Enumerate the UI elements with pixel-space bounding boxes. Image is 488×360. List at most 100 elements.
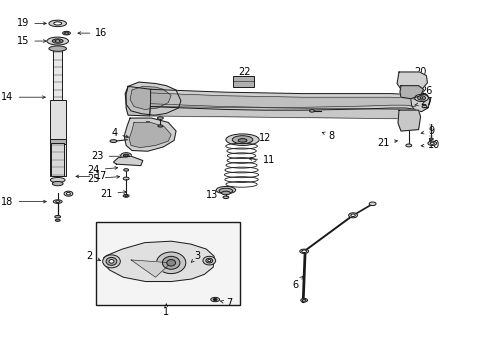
- Ellipse shape: [123, 154, 129, 157]
- Ellipse shape: [232, 136, 252, 144]
- Text: 6: 6: [291, 276, 302, 290]
- Ellipse shape: [219, 188, 232, 193]
- Ellipse shape: [427, 141, 436, 145]
- Ellipse shape: [210, 297, 219, 302]
- Polygon shape: [129, 122, 171, 148]
- Ellipse shape: [121, 153, 131, 158]
- Bar: [53, 49, 62, 100]
- Text: 2: 2: [86, 251, 100, 261]
- Ellipse shape: [216, 186, 235, 194]
- Ellipse shape: [221, 191, 230, 195]
- Ellipse shape: [109, 260, 114, 263]
- Ellipse shape: [110, 140, 117, 143]
- Text: 15: 15: [17, 36, 46, 46]
- Ellipse shape: [156, 252, 185, 274]
- Ellipse shape: [429, 142, 433, 144]
- Ellipse shape: [225, 134, 259, 145]
- Polygon shape: [130, 86, 171, 109]
- Text: 21: 21: [376, 138, 397, 148]
- Bar: [232, 76, 254, 87]
- Polygon shape: [399, 86, 423, 99]
- Ellipse shape: [299, 249, 308, 253]
- Ellipse shape: [350, 214, 354, 216]
- Text: 26: 26: [414, 86, 432, 96]
- Text: 4: 4: [111, 128, 128, 138]
- Ellipse shape: [368, 202, 375, 206]
- Bar: [51, 143, 64, 176]
- Ellipse shape: [223, 196, 228, 198]
- Polygon shape: [397, 110, 420, 131]
- Ellipse shape: [405, 144, 411, 147]
- Ellipse shape: [309, 109, 314, 112]
- Text: 20: 20: [410, 67, 426, 77]
- Polygon shape: [113, 156, 142, 166]
- Ellipse shape: [417, 96, 425, 100]
- Ellipse shape: [203, 256, 215, 265]
- Ellipse shape: [214, 299, 216, 300]
- Ellipse shape: [52, 181, 63, 186]
- Ellipse shape: [55, 215, 61, 218]
- Ellipse shape: [124, 195, 127, 197]
- Ellipse shape: [47, 37, 68, 45]
- Ellipse shape: [55, 219, 60, 221]
- Ellipse shape: [421, 105, 426, 108]
- Ellipse shape: [64, 191, 73, 196]
- Ellipse shape: [301, 250, 306, 253]
- Ellipse shape: [53, 200, 62, 203]
- Text: 8: 8: [322, 131, 334, 141]
- Text: 22: 22: [238, 67, 250, 80]
- Polygon shape: [396, 72, 427, 91]
- Ellipse shape: [55, 40, 60, 42]
- Ellipse shape: [123, 168, 128, 171]
- Polygon shape: [410, 93, 429, 112]
- Text: 10: 10: [420, 140, 440, 150]
- Text: 23: 23: [91, 151, 122, 161]
- Polygon shape: [149, 107, 415, 119]
- Ellipse shape: [52, 39, 63, 43]
- Ellipse shape: [123, 177, 129, 180]
- Ellipse shape: [54, 22, 61, 25]
- Ellipse shape: [66, 192, 70, 195]
- Text: 27: 27: [414, 97, 432, 107]
- Ellipse shape: [207, 260, 210, 262]
- Text: 18: 18: [1, 197, 46, 207]
- Text: 7: 7: [220, 298, 232, 308]
- Ellipse shape: [162, 256, 180, 269]
- Ellipse shape: [414, 94, 427, 102]
- Polygon shape: [103, 241, 214, 282]
- Ellipse shape: [166, 260, 175, 266]
- Ellipse shape: [50, 177, 65, 183]
- Ellipse shape: [123, 194, 129, 197]
- Ellipse shape: [300, 298, 307, 302]
- Ellipse shape: [49, 20, 66, 27]
- Text: 5: 5: [144, 121, 158, 131]
- Text: 21: 21: [100, 189, 126, 199]
- Ellipse shape: [419, 97, 422, 99]
- Text: 25: 25: [87, 174, 120, 184]
- Ellipse shape: [64, 32, 68, 34]
- Ellipse shape: [125, 155, 127, 156]
- Ellipse shape: [62, 31, 70, 35]
- Text: 14: 14: [1, 92, 45, 102]
- Ellipse shape: [348, 213, 357, 218]
- Bar: [50, 139, 65, 144]
- Polygon shape: [126, 86, 150, 116]
- Text: 11: 11: [248, 155, 275, 165]
- Ellipse shape: [56, 201, 60, 202]
- Ellipse shape: [106, 257, 117, 265]
- Text: 3: 3: [191, 251, 201, 262]
- Text: 12: 12: [246, 132, 271, 144]
- Bar: [50, 100, 65, 176]
- Polygon shape: [124, 118, 176, 151]
- Text: 9: 9: [420, 126, 434, 136]
- Ellipse shape: [302, 300, 305, 301]
- Text: 13: 13: [205, 190, 224, 200]
- Text: 1: 1: [163, 304, 169, 318]
- Ellipse shape: [238, 139, 246, 142]
- Bar: [96, 222, 239, 305]
- Text: 16: 16: [78, 28, 107, 38]
- Ellipse shape: [213, 298, 217, 301]
- Text: 17: 17: [76, 171, 107, 181]
- Ellipse shape: [428, 138, 432, 140]
- Ellipse shape: [49, 46, 66, 51]
